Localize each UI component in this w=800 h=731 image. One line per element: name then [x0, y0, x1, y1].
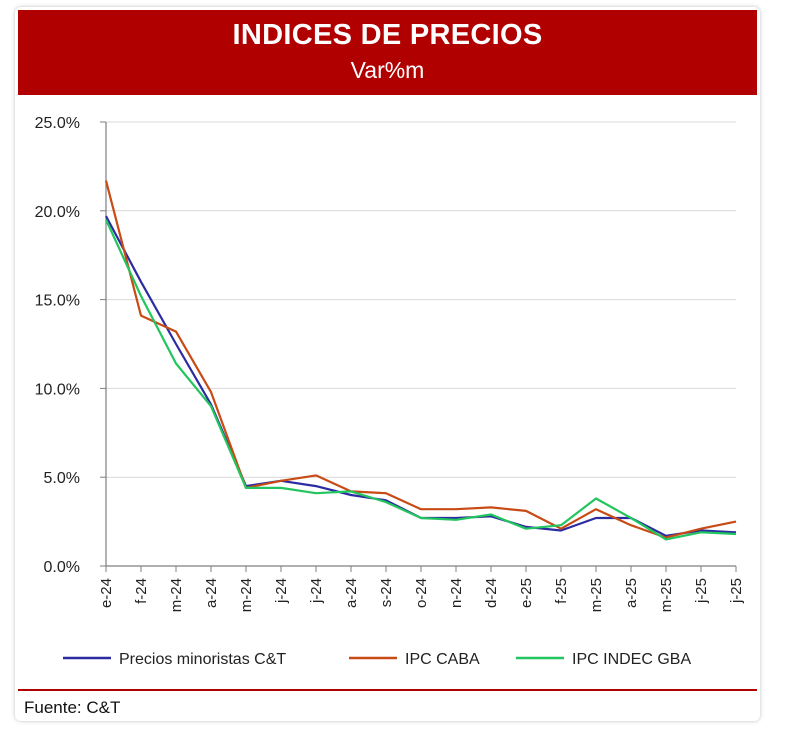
x-tick-label: d-24 — [483, 578, 500, 608]
x-tick-label: m-25 — [658, 578, 675, 612]
x-tick-label: e-25 — [518, 578, 535, 608]
x-tick-label: m-25 — [588, 578, 605, 612]
y-tick-label: 20.0% — [35, 204, 80, 221]
x-tick-label: j-25 — [693, 578, 710, 604]
x-tick-label: j-24 — [308, 578, 325, 604]
x-tick-label: a-24 — [343, 578, 360, 608]
chart-title: INDICES DE PRECIOS — [232, 19, 543, 51]
x-tick-label: e-24 — [98, 578, 115, 608]
x-tick-label: j-25 — [728, 578, 745, 604]
y-tick-label: 10.0% — [35, 381, 80, 398]
y-tick-label: 25.0% — [35, 115, 80, 132]
x-tick-label: a-25 — [623, 578, 640, 608]
chart-subtitle: Var%m — [350, 57, 425, 83]
x-tick-label: a-24 — [203, 578, 220, 608]
x-tick-label: o-24 — [413, 578, 430, 608]
x-tick-label: f-24 — [133, 578, 150, 604]
chart-card: INDICES DE PRECIOS Var%m Fuente: C&T — [15, 7, 760, 721]
x-tick-label: s-24 — [378, 578, 395, 607]
x-tick-label: j-24 — [273, 578, 290, 604]
x-tick-label: f-25 — [553, 578, 570, 604]
source-note: Fuente: C&T — [24, 698, 121, 717]
legend-label: IPC CABA — [405, 651, 480, 668]
y-tick-label: 5.0% — [44, 470, 80, 487]
legend-label: Precios minoristas C&T — [119, 651, 286, 668]
x-tick-label: m-24 — [168, 578, 185, 612]
x-tick-label: n-24 — [448, 578, 465, 608]
y-tick-label: 15.0% — [35, 293, 80, 310]
title-banner: INDICES DE PRECIOS Var%m — [18, 10, 757, 95]
y-tick-label: 0.0% — [44, 559, 80, 576]
x-tick-label: m-24 — [238, 578, 255, 612]
series-line — [105, 219, 737, 541]
legend-label: IPC INDEC GBA — [572, 651, 691, 668]
footer-divider — [18, 689, 757, 691]
series-line — [104, 180, 737, 539]
